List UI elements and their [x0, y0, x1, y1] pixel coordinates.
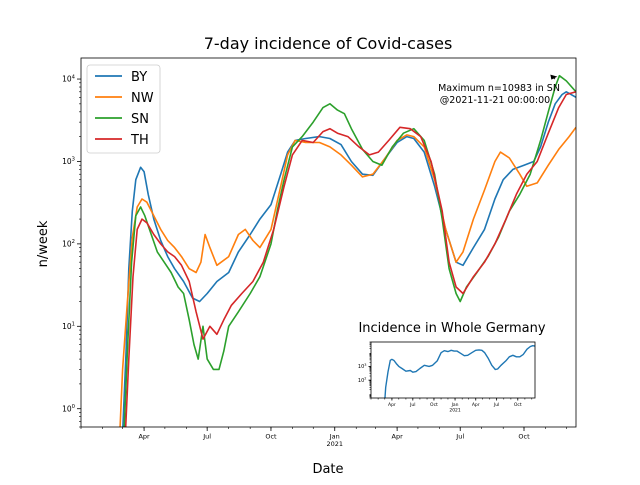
x-tick-label: Jan: [451, 402, 459, 408]
legend-label-nw: NW: [131, 91, 154, 106]
inset-title: Incidence in Whole Germany: [358, 321, 545, 336]
x-tick-label: Jul: [493, 402, 499, 408]
y-tick-label: 104: [62, 74, 76, 83]
max-annotation: Maximum n=10983 in SN @2021-11-21 00:00:…: [438, 74, 560, 106]
axes-frame: [370, 341, 536, 399]
annotation-arrow-head: [550, 74, 558, 80]
legend-frame: [86, 64, 161, 154]
x-tick-label: Apr: [388, 402, 396, 408]
legend: BY NW SN TH: [86, 64, 161, 154]
series-line-nw: [119, 126, 576, 427]
annotation-line-1: Maximum n=10983 in SN: [438, 83, 560, 94]
series-lines: [384, 345, 535, 398]
x-tick-label: Oct: [518, 433, 530, 441]
x-tick-label: Oct: [430, 402, 438, 408]
legend-label-by: BY: [131, 70, 147, 85]
x-tick-label: Jul: [455, 433, 464, 441]
legend-label-sn: SN: [131, 112, 149, 127]
annotation-line-2: @2021-11-21 00:00:00: [440, 95, 550, 106]
y-tick-label: 103: [358, 363, 367, 370]
x-tick-label: Apr: [472, 402, 480, 408]
series-line-by: [122, 91, 576, 427]
x-tick-label: Oct: [514, 402, 522, 408]
axes-frame: [80, 57, 577, 428]
y-tick-label: 102: [358, 377, 367, 384]
x-tick-label: Jan: [329, 433, 340, 441]
x-tick-sublabel: 2021: [449, 408, 461, 414]
series-line-th: [124, 91, 576, 427]
x-axis-label: Date: [312, 462, 343, 477]
y-tick-label: 100: [62, 404, 75, 413]
y-axis-label: n/week: [36, 220, 51, 267]
series-line-sn: [123, 74, 576, 427]
y-tick-label: 102: [62, 239, 75, 248]
series-lines: [119, 74, 576, 427]
x-tick-label: Jul: [202, 433, 211, 441]
series-line-germany: [384, 345, 535, 398]
legend-label-th: TH: [130, 133, 149, 148]
y-tick-label: 101: [62, 322, 75, 331]
x-tick-label: Apr: [392, 433, 404, 441]
x-tick-label: Apr: [138, 433, 150, 441]
x-tick-sublabel: 2021: [326, 440, 343, 448]
y-tick-label: 103: [62, 157, 75, 166]
x-tick-label: Jul: [409, 402, 415, 408]
chart-title: 7-day incidence of Covid-cases: [204, 34, 453, 53]
x-tick-label: Oct: [265, 433, 277, 441]
